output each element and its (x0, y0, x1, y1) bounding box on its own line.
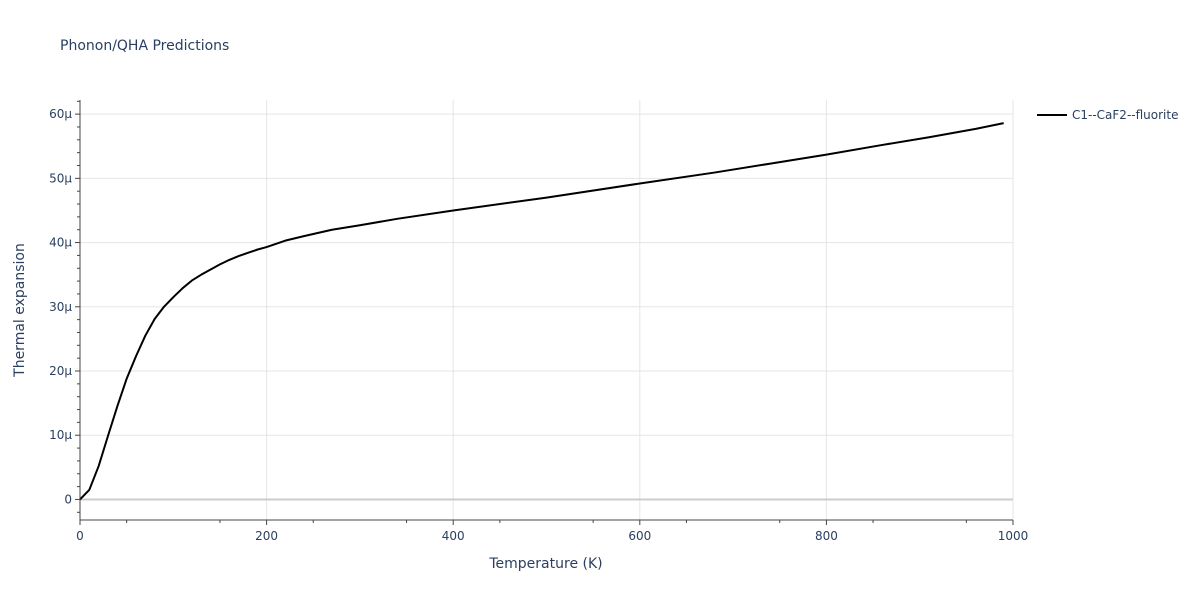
series-line-0 (79, 122, 1004, 501)
x-tick-label: 0 (76, 529, 84, 543)
legend[interactable]: C1--CaF2--fluorite (1037, 108, 1178, 122)
y-tick-label: 10µ (49, 428, 72, 442)
y-tick-label: 60µ (49, 107, 72, 121)
x-axis-ticks: 0 200 400 600 800 1000 (76, 520, 1028, 543)
y-tick-label: 40µ (49, 236, 72, 250)
y-axis-ticks: 0 10µ 20µ 30µ 40µ 50µ 60µ (49, 100, 80, 513)
y-tick-label: 30µ (49, 300, 72, 314)
x-tick-label: 400 (442, 529, 465, 543)
x-axis-title: Temperature (K) (488, 556, 602, 572)
grid-lines (80, 100, 1014, 520)
y-tick-label: 50µ (49, 171, 72, 185)
x-tick-label: 1000 (998, 529, 1029, 543)
y-axis-title: Thermal expansion (12, 243, 28, 378)
x-tick-label: 200 (255, 529, 278, 543)
y-tick-label: 20µ (49, 364, 72, 378)
x-tick-label: 600 (628, 529, 651, 543)
y-tick-label: 0 (64, 492, 72, 506)
x-tick-label: 800 (815, 529, 838, 543)
series-layer (79, 122, 1004, 501)
chart-title: Phonon/QHA Predictions (60, 38, 229, 54)
legend-label: C1--CaF2--fluorite (1072, 108, 1178, 122)
